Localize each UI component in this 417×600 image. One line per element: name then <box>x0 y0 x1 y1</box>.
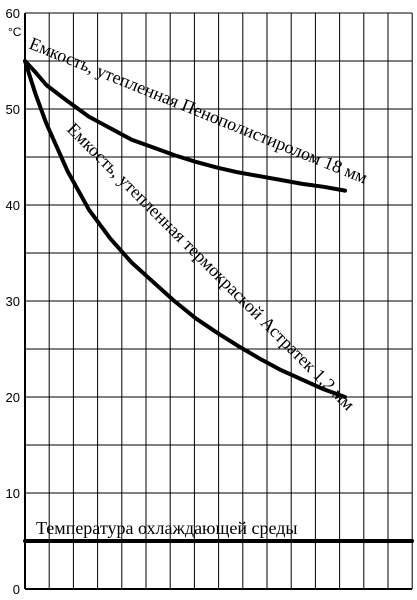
y-tick-labels: 0 10 20 30 40 50 60 <box>6 6 20 597</box>
series-line-astratek <box>23 59 347 399</box>
series-label-cooling-medium: Температура охлаждающей среды <box>36 518 297 538</box>
y-tick-label: 10 <box>6 486 20 501</box>
series-line-penopolistirol <box>23 59 347 193</box>
series-lines <box>23 59 414 543</box>
y-unit-label: °C <box>8 25 22 39</box>
y-tick-label: 60 <box>6 6 20 21</box>
y-tick-label: 40 <box>6 198 20 213</box>
y-tick-label: 50 <box>6 102 20 117</box>
grid <box>25 12 413 589</box>
y-tick-label: 30 <box>6 294 20 309</box>
y-tick-label: 20 <box>6 390 20 405</box>
y-tick-label: 0 <box>13 582 20 597</box>
